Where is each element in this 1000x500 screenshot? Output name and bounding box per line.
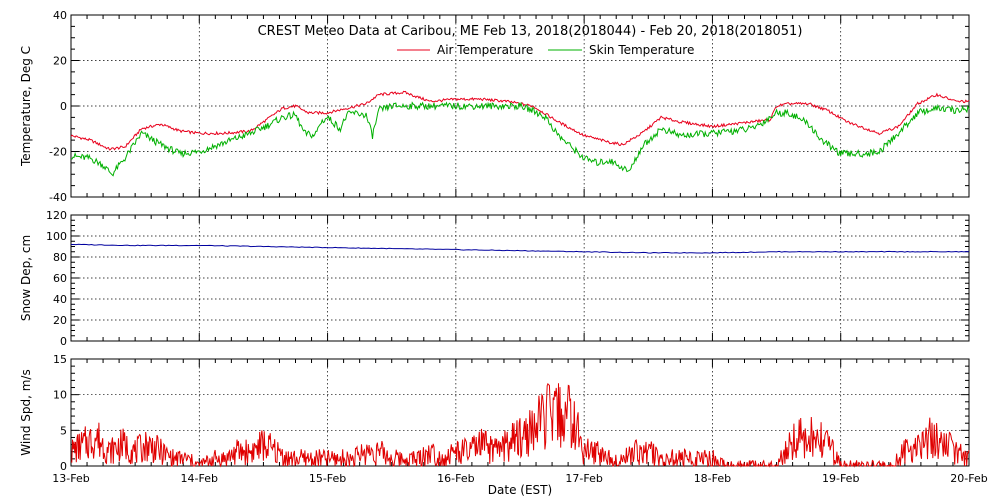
x-axis-label: Date (EST) [488,483,552,497]
y-tick-label: 20 [53,314,67,327]
y-axis-label: Temperature, Deg C [19,46,33,167]
temperature-panel: 40 20 0 -20 -40 Temperature, Deg C [19,9,970,204]
x-tick-label: 14-Feb [181,472,218,485]
x-tick-label: 20-Feb [950,472,987,485]
legend: Air Temperature Skin Temperature [397,43,694,57]
plot-frame [70,358,970,467]
legend-skin-label: Skin Temperature [589,43,694,57]
snow-depth-panel: 120 100 80 60 40 20 0 Snow Dep, cm [19,209,970,348]
x-tick-label: 13-Feb [52,472,89,485]
y-tick-label: 40 [53,9,67,22]
y-tick-label: 0 [60,460,67,473]
y-tick-label: -20 [49,146,67,159]
y-tick-label: -40 [49,191,67,204]
x-tick-label: 15-Feb [309,472,346,485]
y-tick-label: 60 [53,272,67,285]
wind-speed-panel: 15 10 5 0 Wind Spd, m/s [19,353,970,473]
air-temperature-line [70,90,970,151]
skin-temperature-line [70,101,970,177]
x-tick-label: 17-Feb [565,472,602,485]
x-tick-label: 18-Feb [694,472,731,485]
y-axis-label: Wind Spd, m/s [19,369,33,455]
y-axis-label: Snow Dep, cm [19,235,33,321]
x-tick-label: 16-Feb [437,472,474,485]
y-tick-label: 120 [46,209,67,222]
y-tick-label: 5 [60,424,67,437]
y-tick-label: 20 [53,55,67,68]
y-tick-label: 80 [53,251,67,264]
y-tick-label: 100 [46,230,67,243]
y-tick-label: 10 [53,389,67,402]
figure-title: CREST Meteo Data at Caribou, ME Feb 13, … [258,24,803,39]
legend-air-label: Air Temperature [437,43,533,57]
wind-series-line [70,382,970,468]
snow-series-line [71,243,970,254]
y-tick-label: 40 [53,293,67,306]
x-tick-label: 19-Feb [822,472,859,485]
y-tick-label: 15 [53,353,67,366]
y-tick-label: 0 [60,100,67,113]
y-tick-label: 0 [60,335,67,348]
